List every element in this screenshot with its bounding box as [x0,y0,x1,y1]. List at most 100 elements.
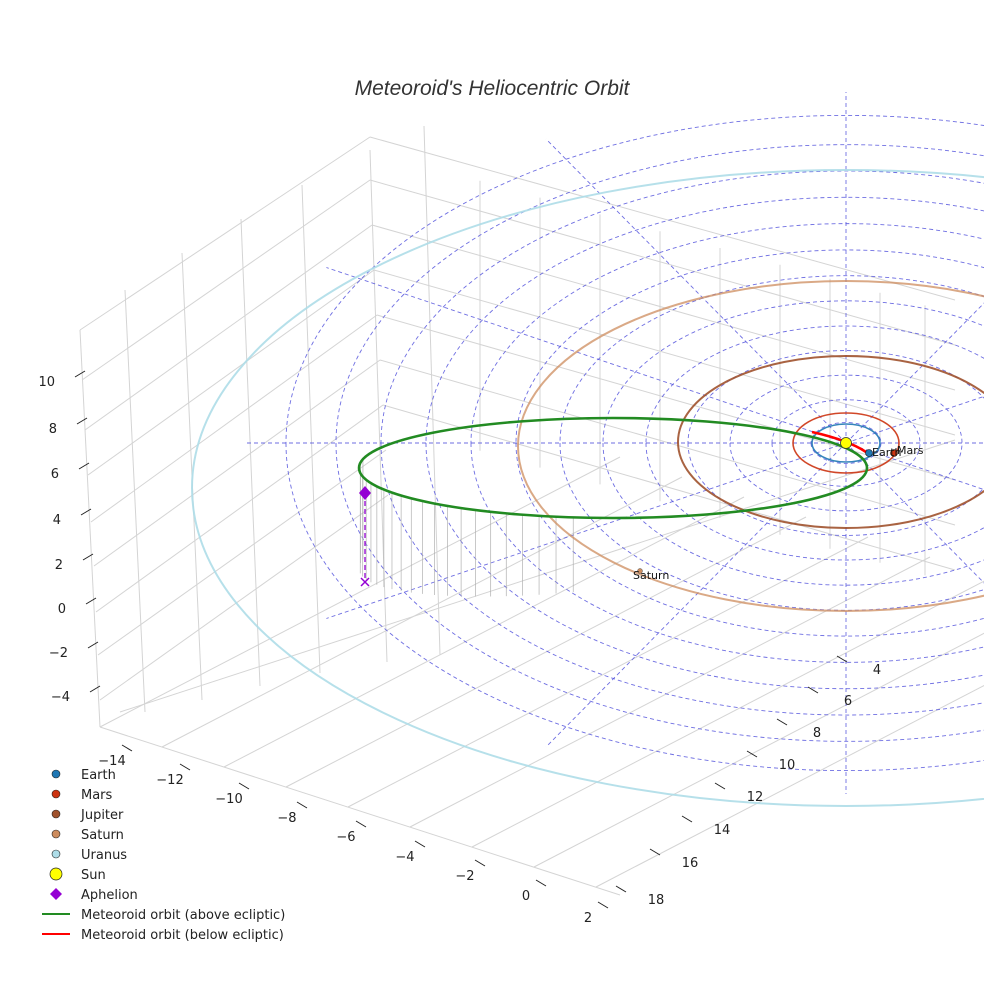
legend-label-7: Meteoroid orbit (above ecliptic) [81,908,285,923]
z-tick-label-3: 4 [53,513,61,528]
ecliptic-ring-7 [515,249,984,637]
sun-marker [840,437,852,449]
z-tick-mark-1 [76,417,88,425]
x-tick-mark-7 [535,879,547,887]
pane-hline-0 [79,136,371,331]
floor-edge-1 [119,439,956,713]
legend-swatch-1 [51,789,61,799]
y-tick-mark-6 [649,848,661,856]
legend: Earth Mars Jupiter Saturn Uranus Sun Aphelion M… [42,768,285,943]
z-tick-mark-2 [78,462,90,470]
legend-label-0: Earth [81,768,116,783]
legend-item-meteoroid-orbit-above-ecliptic: Meteoroid orbit (above ecliptic) [42,908,285,923]
legend-swatch-0 [51,769,61,779]
jupiter-orbit [677,355,984,529]
x-tick-mark-8 [597,901,609,909]
pane-hline-1 [81,179,371,381]
orbit-drop-lines [359,459,574,597]
y-tick-label-1: 6 [844,694,852,709]
legend-item-aphelion: Aphelion [50,888,138,903]
mars-orbit [792,412,900,474]
x-tick-label-1: −12 [156,773,183,788]
ecliptic-spoke-5 [326,442,847,619]
ecliptic-grid [246,92,984,794]
z-tick-label-1: 8 [49,422,57,437]
backwall-hline-2 [371,224,956,391]
backwall-hline-4 [376,314,956,481]
earth-marker [865,449,873,457]
backwall-hline-3 [373,269,956,436]
floor-line-a-7 [533,632,984,868]
y-tick-mark-7 [615,885,627,893]
y-tick-label-2: 8 [813,726,821,741]
x-tick-mark-4 [355,820,367,828]
ecliptic-spoke-10 [845,302,984,444]
x-tick-mark-3 [296,801,308,809]
x-tick-mark-0 [121,744,133,752]
ecliptic-ring-4 [645,325,984,561]
legend-label-8: Meteoroid orbit (below ecliptic) [81,928,284,943]
meteoroid-orbit [357,416,869,520]
uranus-orbit [191,169,984,807]
x-tick-mark-5 [414,840,426,848]
pane-vline-1 [124,289,146,713]
pane-hline-3 [87,269,375,476]
y-tick-label-6: 16 [682,856,699,871]
pane-grid [79,125,984,896]
floor-line-a-4 [347,536,869,808]
ecliptic-ring-2 [729,374,963,512]
pane-hline-4 [90,314,378,523]
z-tick-label-4: 2 [55,558,63,573]
z-tick-mark-4 [82,553,94,561]
floor-line-a-0 [99,456,621,728]
planet-orbits [191,169,984,807]
aphelion-projection-marker [360,577,370,587]
ecliptic-ring-12 [285,114,984,772]
pane-vline-6 [423,125,441,656]
y-tick-mark-5 [681,815,693,823]
saturn-marker [637,568,643,574]
legend-label-1: Mars [81,788,113,803]
z-tick-label-0: 10 [38,375,55,390]
legend-swatch-5 [49,867,63,881]
backwall-hline-0 [369,136,956,301]
y-tick-label-4: 12 [747,790,764,805]
earth-label: Earth [872,446,902,459]
y-tick-label-5: 14 [714,823,731,838]
legend-item-jupiter: Jupiter [51,808,124,823]
z-tick-label-7: −4 [51,690,70,705]
y-tick-mark-0 [836,655,848,663]
x-tick-label-6: −2 [455,869,474,884]
y-tick-mark-2 [776,718,788,726]
pane-hline-6 [95,404,384,613]
ecliptic-ring-5 [602,300,984,586]
legend-item-meteoroid-orbit-below-ecliptic: Meteoroid orbit (below ecliptic) [42,928,284,943]
legend-swatch-6 [50,888,62,900]
mars-marker [890,449,898,457]
y-tick-label-7: 18 [648,893,665,908]
y-tick-mark-1 [807,686,819,694]
z-tick-mark-0 [74,370,86,378]
meteoroid-orbit-above [357,416,869,520]
legend-item-earth: Earth [51,768,116,783]
aphelion-marker [359,486,371,500]
legend-swatch-2 [51,809,61,819]
z-tick-mark-5 [85,597,97,605]
backwall-hline-5 [379,359,956,526]
backwall-hline-6 [382,404,956,571]
legend-item-mars: Mars [51,788,113,803]
x-tick-label-3: −8 [277,811,296,826]
mars-label: Mars [897,444,924,457]
legend-swatch-3 [51,829,61,839]
z-tick-label-5: 0 [58,602,66,617]
x-tick-mark-6 [474,859,486,867]
floor-line-a-8 [595,684,984,888]
floor-line-a-1 [161,476,683,748]
x-tick-label-8: 2 [584,911,592,926]
earth-orbit [811,423,881,463]
floor-line-a-2 [223,496,745,768]
ecliptic-spoke-7 [326,267,847,444]
x-tick-mark-2 [238,782,250,790]
